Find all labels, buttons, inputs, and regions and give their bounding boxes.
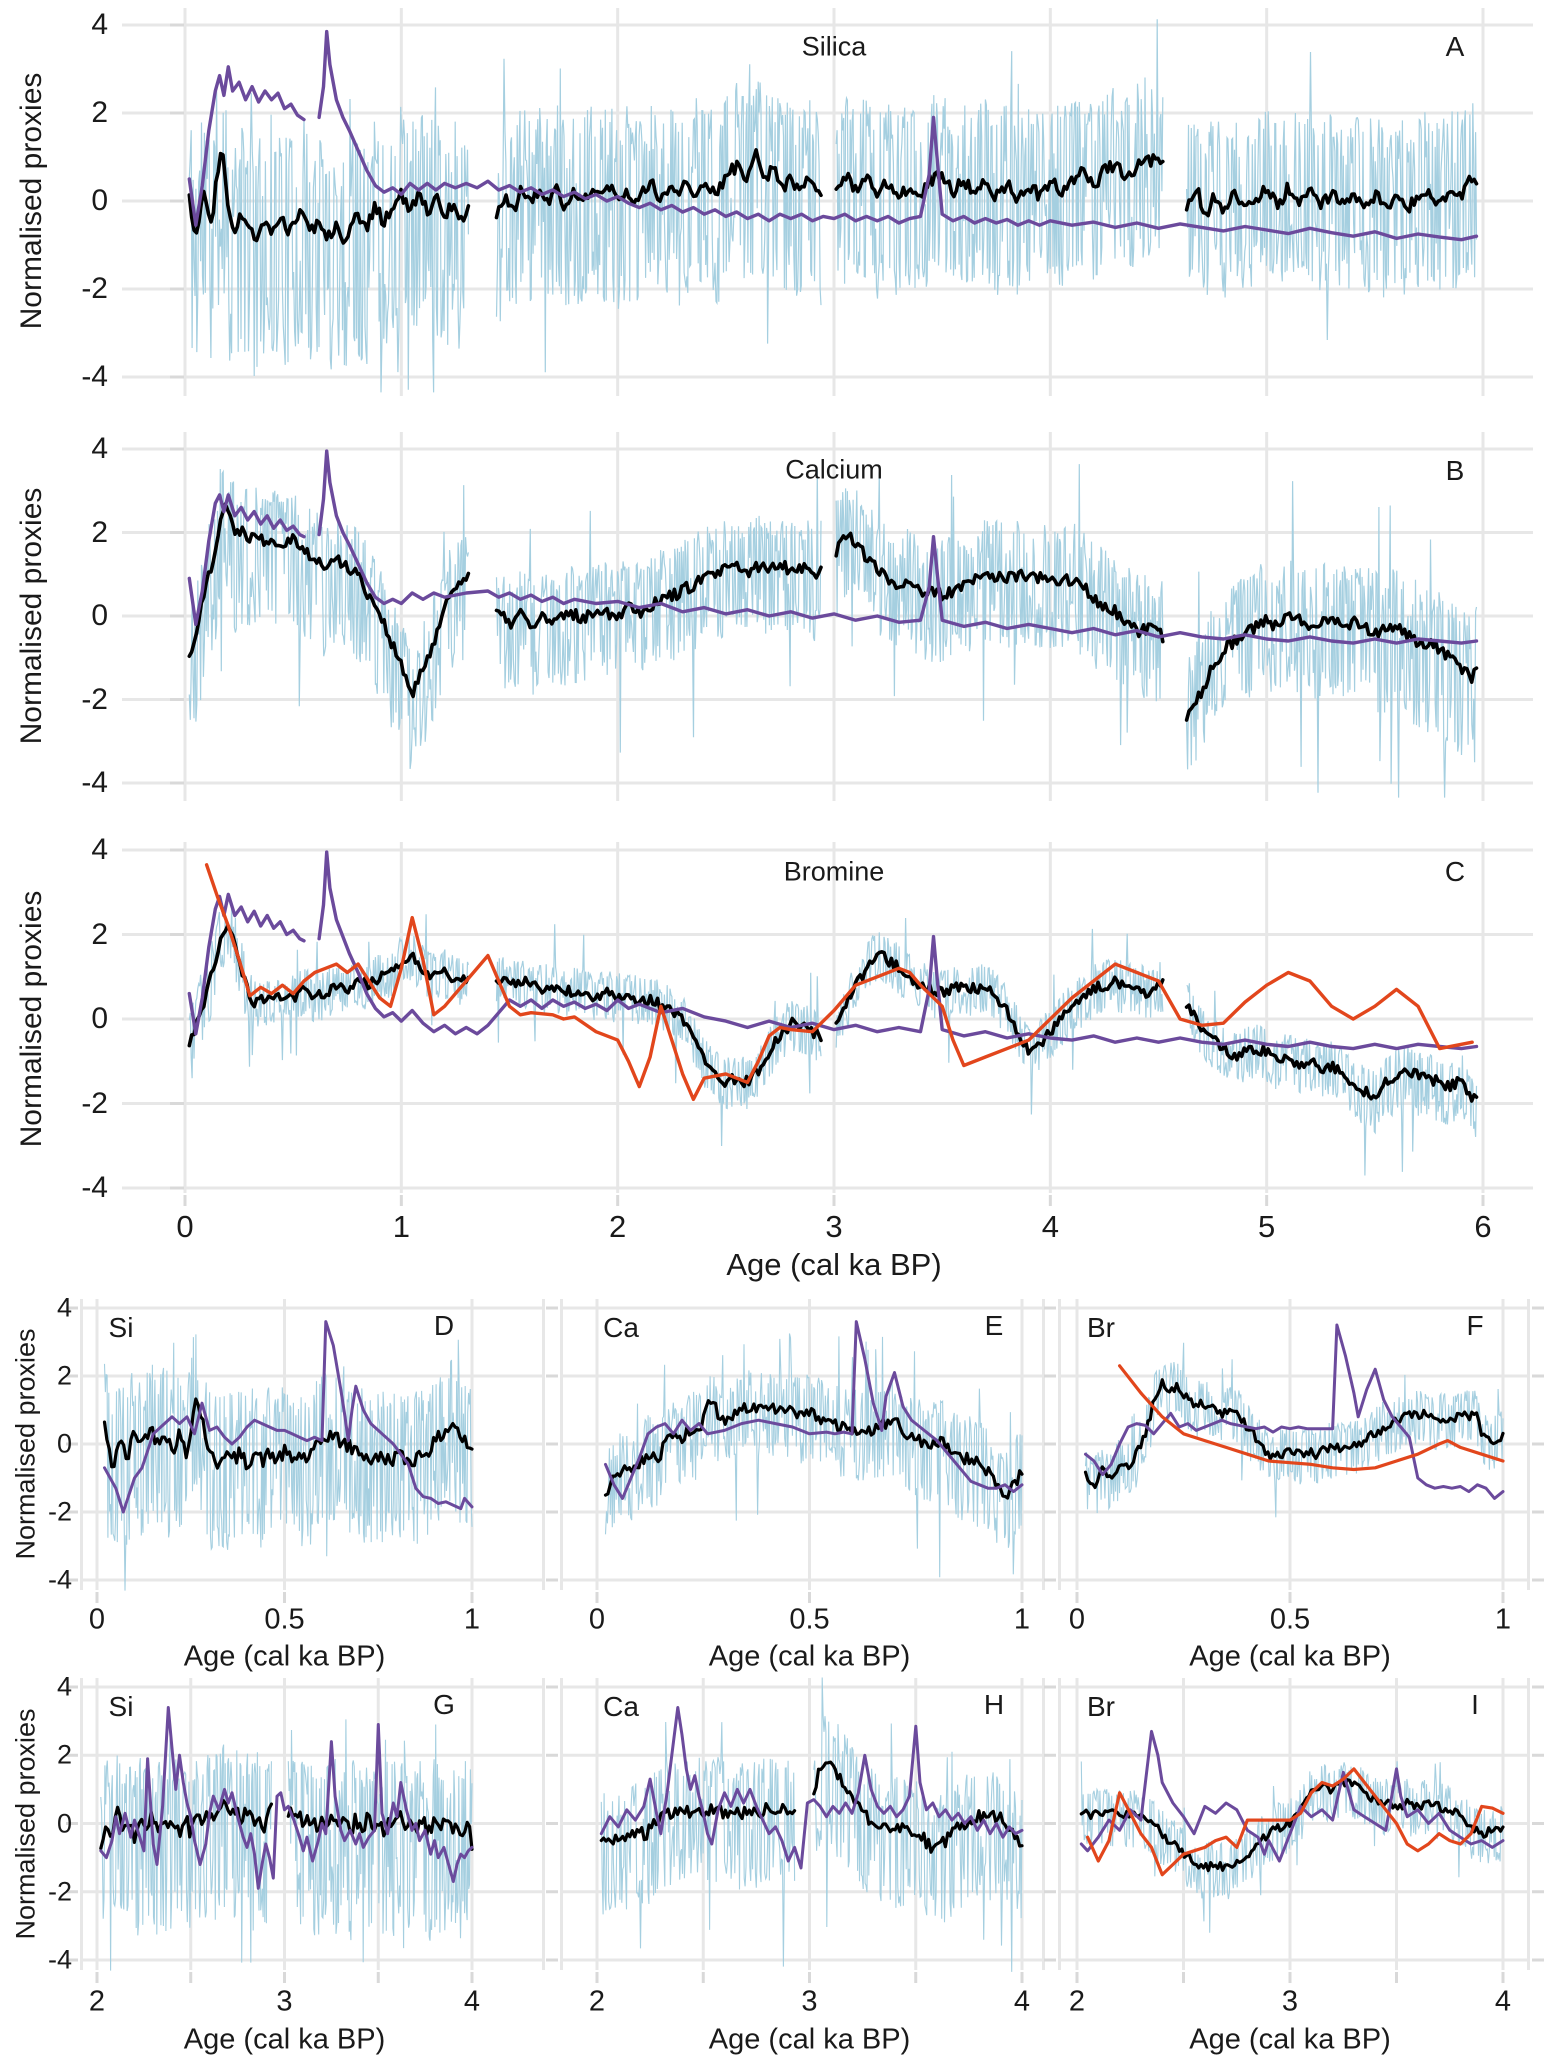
panel-B-series-xrf-raw: [495, 468, 822, 753]
panel-I-series-low-res: [1079, 1729, 1505, 1863]
panel-D-series-smoothed: [102, 1397, 474, 1471]
panel-A-series-smoothed: [834, 153, 1165, 204]
panel-B-series-smoothed: [187, 502, 471, 699]
panel-A-series-smoothed: [494, 148, 823, 220]
panel-C-series-smoothed: [494, 975, 823, 1089]
panel-B: [122, 432, 1533, 801]
panel-A-series-low-res: [187, 65, 306, 227]
panel-D-series-low-res: [103, 1320, 474, 1514]
panel-G-series-smoothed: [286, 1806, 474, 1851]
panel-A-series-xrf-raw: [188, 87, 469, 393]
panel-D-series-xrf-raw: [103, 1334, 473, 1591]
panel-G-series-low-res: [99, 1706, 474, 1890]
panel-D: [66, 1299, 545, 1603]
panel-I-series-xrf-raw: [1080, 1761, 1504, 1933]
panel-I-series-low-res-2: [1086, 1767, 1505, 1877]
panel-B-series-low-res: [187, 493, 306, 627]
panel-A-series-xrf-raw: [1186, 51, 1478, 341]
panel-B-series-xrf-raw: [1186, 481, 1478, 798]
panel-A-series-xrf-raw: [835, 19, 1164, 299]
panel-E: [546, 1299, 1045, 1603]
panel-B-series-xrf-raw: [188, 468, 469, 769]
panel-B-series-xrf-raw: [835, 464, 1164, 746]
panel-C: [122, 842, 1533, 1206]
panel-H-series-smoothed: [812, 1760, 1024, 1854]
panel-E-series-low-res: [604, 1320, 1024, 1500]
panel-F: [1044, 1299, 1544, 1603]
panel-A-series-smoothed: [1184, 174, 1479, 218]
panel-I: [1044, 1678, 1544, 1983]
panel-H: [546, 1677, 1045, 1983]
panel-C-series-smoothed: [1184, 1003, 1479, 1103]
panel-F-series-low-res-2: [1118, 1364, 1505, 1472]
panel-H-series-low-res: [599, 1706, 1024, 1870]
panel-A-series-low-res: [317, 29, 1479, 242]
panel-A: [122, 8, 1533, 396]
panel-H-series-xrf-raw: [600, 1721, 796, 1967]
panel-C-series-low-res: [317, 850, 1479, 1051]
panel-C-series-xrf-raw: [835, 917, 1164, 1115]
panel-C-series-low-res: [187, 892, 306, 1036]
panel-G-series-xrf-raw: [100, 1737, 272, 1971]
panel-C-series-low-res-2: [204, 863, 1474, 1101]
panel-B-series-low-res: [317, 449, 1479, 645]
panel-B-series-smoothed: [834, 531, 1165, 644]
panel-A-series-xrf-raw: [495, 58, 822, 373]
panel-F-series-smoothed: [1083, 1378, 1505, 1489]
panel-F-series-low-res: [1084, 1323, 1505, 1500]
panel-A-series-smoothed: [187, 151, 471, 245]
panel-C-series-smoothed: [834, 950, 1165, 1056]
panel-G: [66, 1678, 545, 1983]
panel-H-series-xrf-raw: [813, 1677, 1023, 1972]
panel-E-series-xrf-raw: [604, 1333, 1023, 1578]
